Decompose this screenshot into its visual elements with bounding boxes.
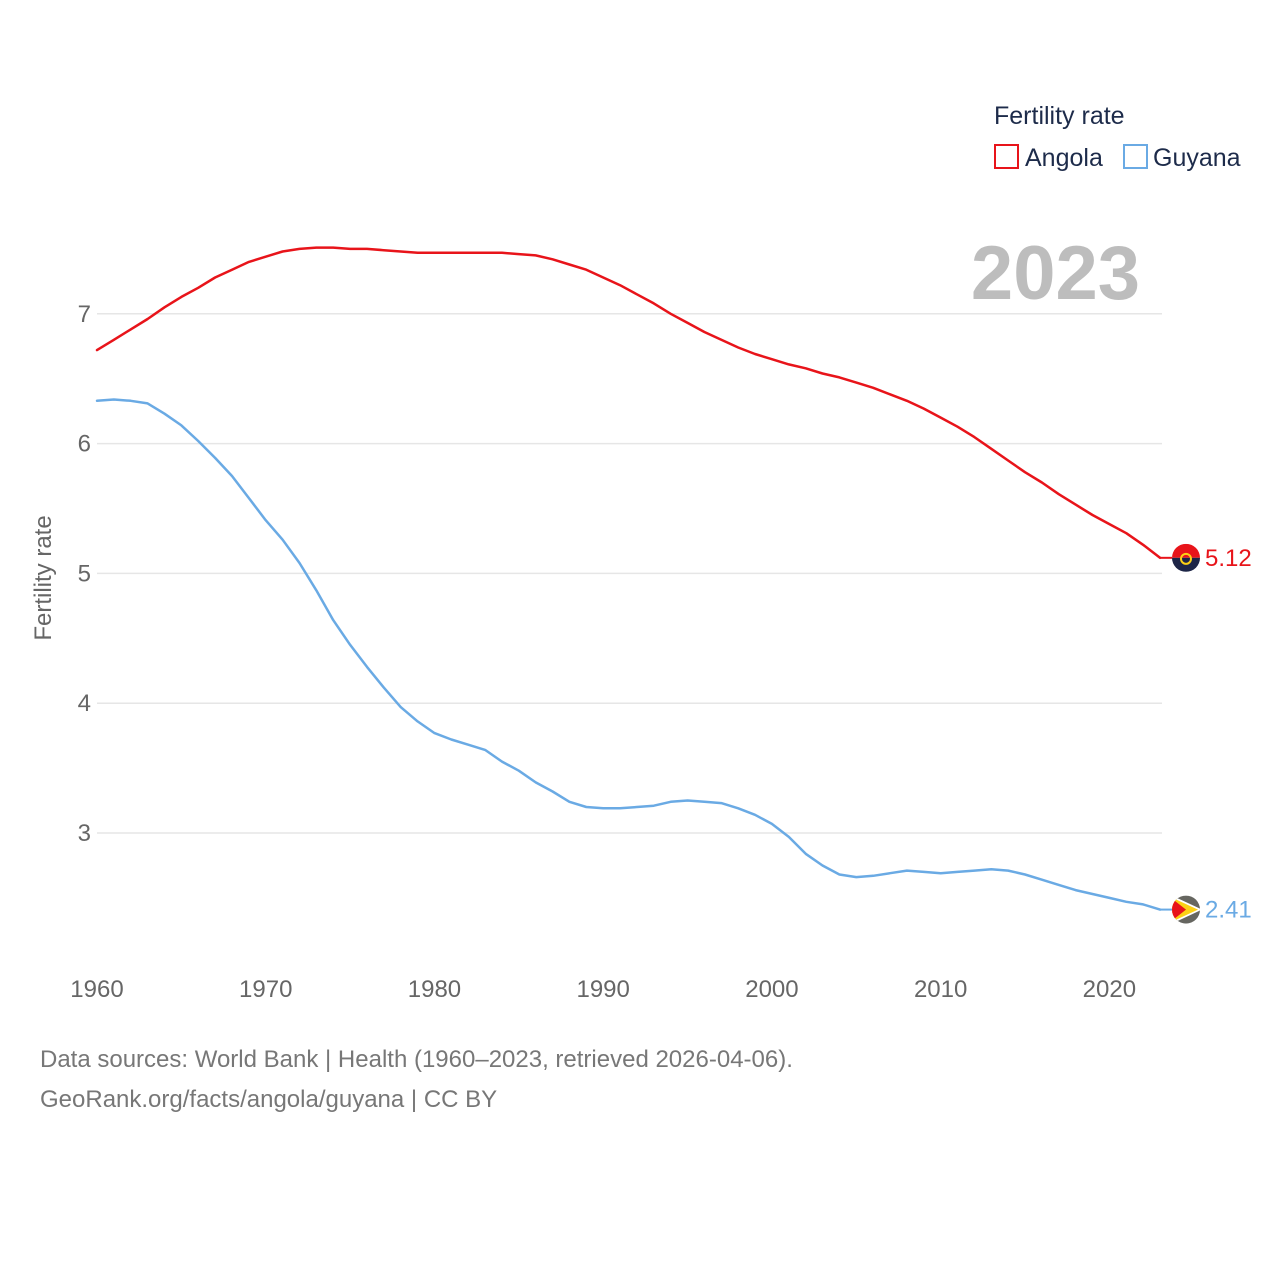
y-tick-label: 5	[78, 560, 91, 587]
x-tick-label: 1960	[70, 976, 123, 1003]
legend-title: Fertility rate	[994, 102, 1125, 130]
end-markers: 5.12 2.41	[1160, 543, 1252, 924]
y-tick-label: 3	[78, 820, 91, 847]
x-tick-label: 2010	[914, 976, 967, 1003]
x-tick-label: 1970	[239, 976, 292, 1003]
legend: Fertility rate Angola Guyana	[994, 102, 1241, 172]
x-axis-ticks: 1960 1970 1980 1990 2000 2010 2020	[70, 976, 1136, 1003]
series-line-angola	[95, 246, 1162, 560]
gridlines	[97, 313, 1162, 834]
year-label: 2023	[971, 231, 1140, 316]
source-note: Data sources: World Bank | Health (1960–…	[40, 1040, 793, 1120]
legend-item-guyana[interactable]: Guyana	[1123, 144, 1241, 172]
x-tick-label: 1980	[408, 976, 461, 1003]
y-tick-label: 6	[78, 431, 91, 458]
guyana-flag-icon	[1172, 895, 1200, 924]
legend-label-guyana: Guyana	[1153, 144, 1241, 172]
series-lines	[95, 246, 1162, 911]
end-value-label-guyana: 2.41	[1205, 897, 1252, 924]
legend-label-angola: Angola	[1025, 144, 1103, 172]
source-line-2: GeoRank.org/facts/angola/guyana | CC BY	[40, 1086, 498, 1113]
x-tick-label: 2000	[745, 976, 798, 1003]
legend-item-angola[interactable]: Angola	[994, 144, 1103, 172]
legend-swatch-guyana	[1123, 144, 1148, 169]
source-line-1: Data sources: World Bank | Health (1960–…	[40, 1046, 793, 1073]
x-tick-label: 2020	[1083, 976, 1136, 1003]
x-tick-label: 1990	[576, 976, 629, 1003]
y-tick-label: 4	[78, 690, 91, 717]
y-axis-title: Fertility rate	[30, 515, 57, 640]
series-line-guyana	[95, 398, 1162, 911]
end-value-label-angola: 5.12	[1205, 545, 1252, 572]
angola-flag-icon	[1172, 543, 1200, 572]
y-axis-ticks: 3 4 5 6 7	[78, 301, 91, 847]
legend-swatch-angola	[994, 144, 1019, 169]
y-tick-label: 7	[78, 301, 91, 328]
